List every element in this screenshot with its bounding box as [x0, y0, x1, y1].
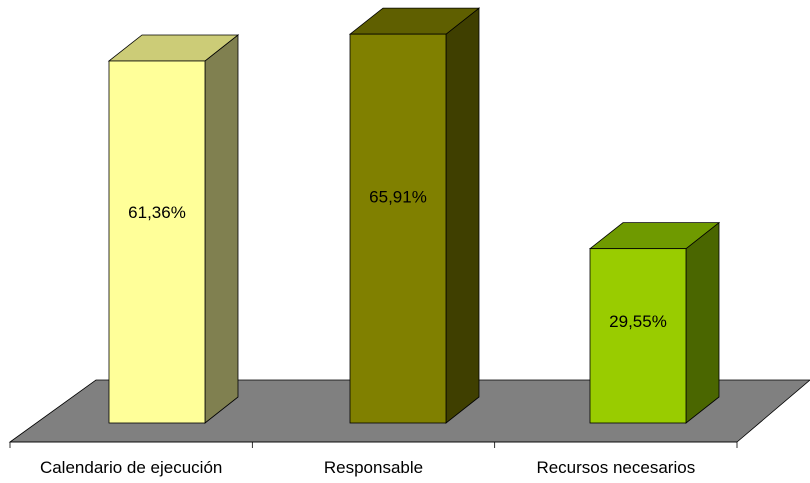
bar-group: 61,36% 65,91% 29,55% [107, 7, 721, 424]
data-label: 61,36% [128, 203, 186, 222]
bar: 29,55% [588, 221, 721, 424]
category-label: Calendario de ejecución [40, 458, 222, 477]
bar-side-face [685, 221, 720, 424]
category-labels: Calendario de ejecución Responsable Recurs… [40, 458, 695, 477]
bar: 65,91% [348, 7, 481, 424]
bar-side-face [204, 34, 239, 424]
bar-side-face [445, 7, 480, 424]
bar-front-face [349, 33, 447, 424]
bar-front-face [108, 60, 206, 424]
bar-front-face [589, 248, 687, 424]
data-label: 65,91% [369, 187, 427, 206]
bar: 61,36% [107, 34, 240, 424]
category-label: Responsable [324, 458, 423, 477]
x-axis-ticks [9, 442, 738, 448]
data-label: 29,55% [609, 312, 667, 331]
category-label: Recursos necesarios [536, 458, 695, 477]
